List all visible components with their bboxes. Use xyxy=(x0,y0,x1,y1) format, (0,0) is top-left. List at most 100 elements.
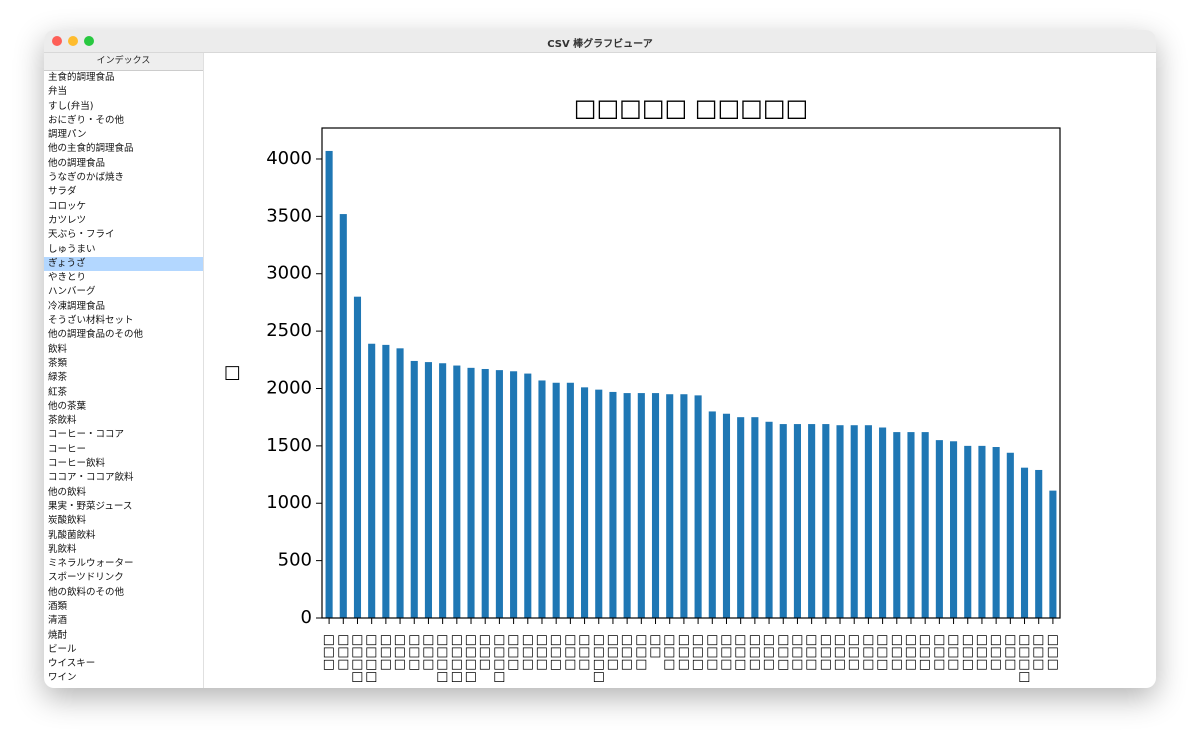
list-item[interactable]: ワイン xyxy=(48,672,77,684)
list-item[interactable]: 弁当 xyxy=(48,86,68,98)
list-item[interactable]: 冷凍調理食品 xyxy=(48,300,106,312)
list-item[interactable]: 紅茶 xyxy=(48,386,68,398)
bar xyxy=(510,371,518,618)
list-item[interactable]: おにぎり・その他 xyxy=(48,114,125,126)
list-item[interactable]: 他の飲料のその他 xyxy=(48,586,125,598)
list-item[interactable]: コーヒー・ココア xyxy=(48,429,125,441)
x-tick-label: □□□□ xyxy=(449,634,464,683)
bar xyxy=(651,393,660,618)
plot-frame xyxy=(321,127,1061,619)
list-item[interactable]: スポーツドリンク xyxy=(48,572,124,584)
list-item[interactable]: 緑茶 xyxy=(48,372,68,384)
list-item[interactable]: 飲料 xyxy=(48,343,68,355)
list-item[interactable]: 乳酸菌飲料 xyxy=(48,529,96,541)
x-tick-label: □□□ xyxy=(762,634,777,671)
list-item[interactable]: 主食的調理食品 xyxy=(48,72,115,83)
x-tick-label: □□□ xyxy=(918,634,933,671)
bar xyxy=(850,425,858,618)
x-tick-label: □□□ xyxy=(478,634,493,671)
list-item[interactable]: しゅうまい xyxy=(48,243,96,255)
list-item[interactable]: 他の茶葉 xyxy=(48,400,87,412)
bar xyxy=(722,413,731,618)
y-tick-label: 3000 xyxy=(266,263,312,284)
minimize-button[interactable] xyxy=(68,36,78,46)
list-item[interactable]: ココア・ココア飲料 xyxy=(48,472,134,484)
list-header: インデックス xyxy=(44,53,203,71)
list-item[interactable]: 他の主食的調理食品 xyxy=(48,143,134,155)
bar xyxy=(623,393,631,618)
x-tick-label: □□□ xyxy=(1003,634,1018,671)
list-item[interactable]: 酒類 xyxy=(48,600,68,612)
bar xyxy=(1020,467,1029,618)
zoom-button[interactable] xyxy=(84,36,94,46)
list-item[interactable]: 果実・野菜ジュース xyxy=(48,500,133,512)
list-item[interactable]: ウイスキー xyxy=(48,658,96,670)
x-tick-label: □□□□ xyxy=(350,634,365,683)
list-item[interactable]: コーヒー xyxy=(48,443,87,455)
bar xyxy=(1035,469,1043,618)
x-tick-label: □□□ xyxy=(719,634,734,671)
x-tick-label: □□□ xyxy=(634,634,649,671)
list-item[interactable]: コーヒー飲料 xyxy=(48,458,106,470)
x-tick-label: □□□ xyxy=(605,634,620,671)
list-item[interactable]: 焼酎 xyxy=(48,629,68,641)
x-tick-label: □□□ xyxy=(903,634,918,671)
list-item[interactable]: 他の調理食品 xyxy=(48,157,106,169)
x-tick-label: □□□ xyxy=(322,634,337,671)
y-tick-label: 0 xyxy=(301,607,312,628)
y-tick-label: 4000 xyxy=(266,148,312,169)
bar xyxy=(552,382,560,618)
list-item[interactable]: すし(弁当) xyxy=(48,100,94,112)
x-tick-label: □□□ xyxy=(378,634,393,671)
x-tick-label: □□□ xyxy=(407,634,422,671)
list-item[interactable]: 茶類 xyxy=(48,357,68,369)
x-tick-label: □□□□ xyxy=(464,634,479,683)
list-item[interactable]: 天ぷら・フライ xyxy=(48,229,115,241)
list-item[interactable]: 他の調理食品のその他 xyxy=(48,329,144,341)
list-item[interactable]: 他の飲料 xyxy=(48,486,87,498)
x-tick-label: □□□ xyxy=(691,634,706,671)
x-tick-label: □□□ xyxy=(960,634,975,671)
x-tick-label: □□□ xyxy=(705,634,720,671)
window-title: CSV 棒グラフビューア xyxy=(547,39,653,50)
bar xyxy=(410,360,418,618)
bar xyxy=(779,424,787,618)
list-item[interactable]: カツレツ xyxy=(48,214,87,226)
x-tick-label: □□□ xyxy=(1031,634,1046,671)
bar xyxy=(864,425,872,618)
list-item[interactable]: やきとり xyxy=(48,272,87,284)
list-item[interactable]: コロッケ xyxy=(48,200,87,212)
bar xyxy=(566,382,574,618)
list-item[interactable]: そうざい材料セット xyxy=(48,315,134,327)
x-tick-label: □□□ xyxy=(989,634,1004,671)
x-tick-label: □□□ xyxy=(1045,634,1060,671)
list-item[interactable]: 清酒 xyxy=(48,615,68,627)
x-tick-label: □□□ xyxy=(932,634,947,671)
list-item[interactable]: ミネラルウォーター xyxy=(48,558,134,570)
bar xyxy=(694,395,702,618)
bar xyxy=(708,411,716,618)
list-item[interactable]: ビール xyxy=(48,643,77,655)
list-item[interactable]: ハンバーグ xyxy=(48,286,96,298)
close-button[interactable] xyxy=(52,36,62,46)
bar xyxy=(751,417,759,618)
list-item[interactable]: ぎょうざ xyxy=(44,256,203,272)
bar xyxy=(879,427,887,618)
list-item[interactable]: 調理パン xyxy=(48,129,87,141)
bar xyxy=(964,445,972,618)
bar xyxy=(424,362,432,618)
x-tick-label: □□□ xyxy=(393,634,408,671)
bar xyxy=(950,441,958,618)
bar xyxy=(453,365,461,618)
list-item[interactable]: 茶飲料 xyxy=(48,415,77,427)
bar xyxy=(467,367,475,618)
x-tick-label: □□□ xyxy=(818,634,833,671)
bar xyxy=(836,425,844,618)
bar xyxy=(396,348,404,618)
list-item[interactable]: 乳飲料 xyxy=(48,543,77,555)
list-item[interactable]: 炭酸飲料 xyxy=(48,515,87,527)
x-tick-label: □□□ xyxy=(847,634,862,671)
list-item[interactable]: サラダ xyxy=(48,186,77,198)
x-tick-label: □□□□ xyxy=(364,634,379,683)
list-item[interactable]: うなぎのかば焼き xyxy=(48,172,125,184)
